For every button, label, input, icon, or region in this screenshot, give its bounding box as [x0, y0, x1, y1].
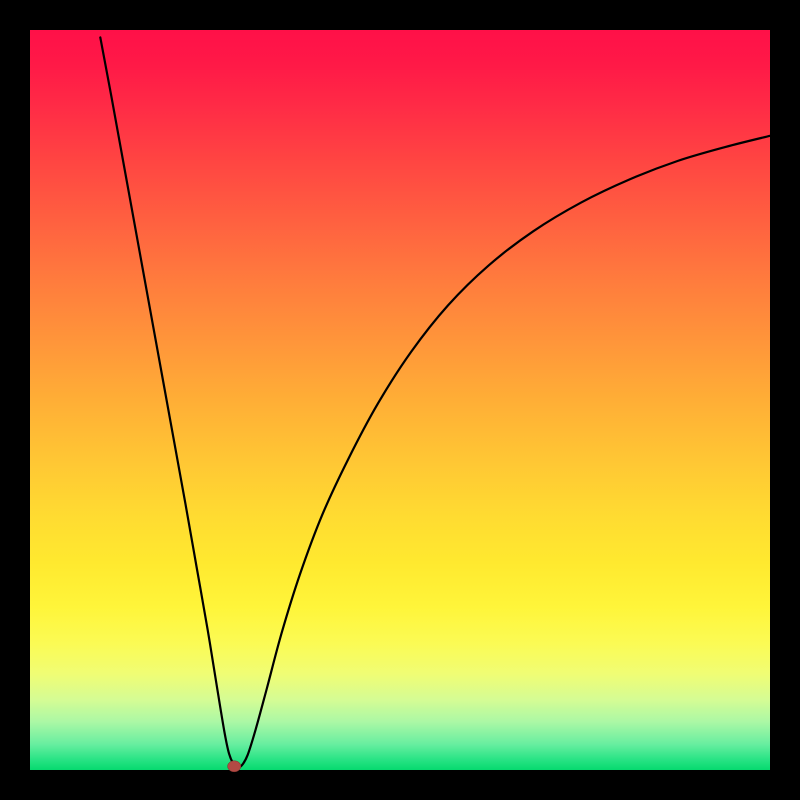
- chart-frame: TheBottleneck.com: [0, 0, 800, 800]
- minimum-marker: [228, 761, 241, 772]
- gradient-panel: [30, 30, 770, 770]
- bottleneck-curve-plot: [0, 0, 800, 800]
